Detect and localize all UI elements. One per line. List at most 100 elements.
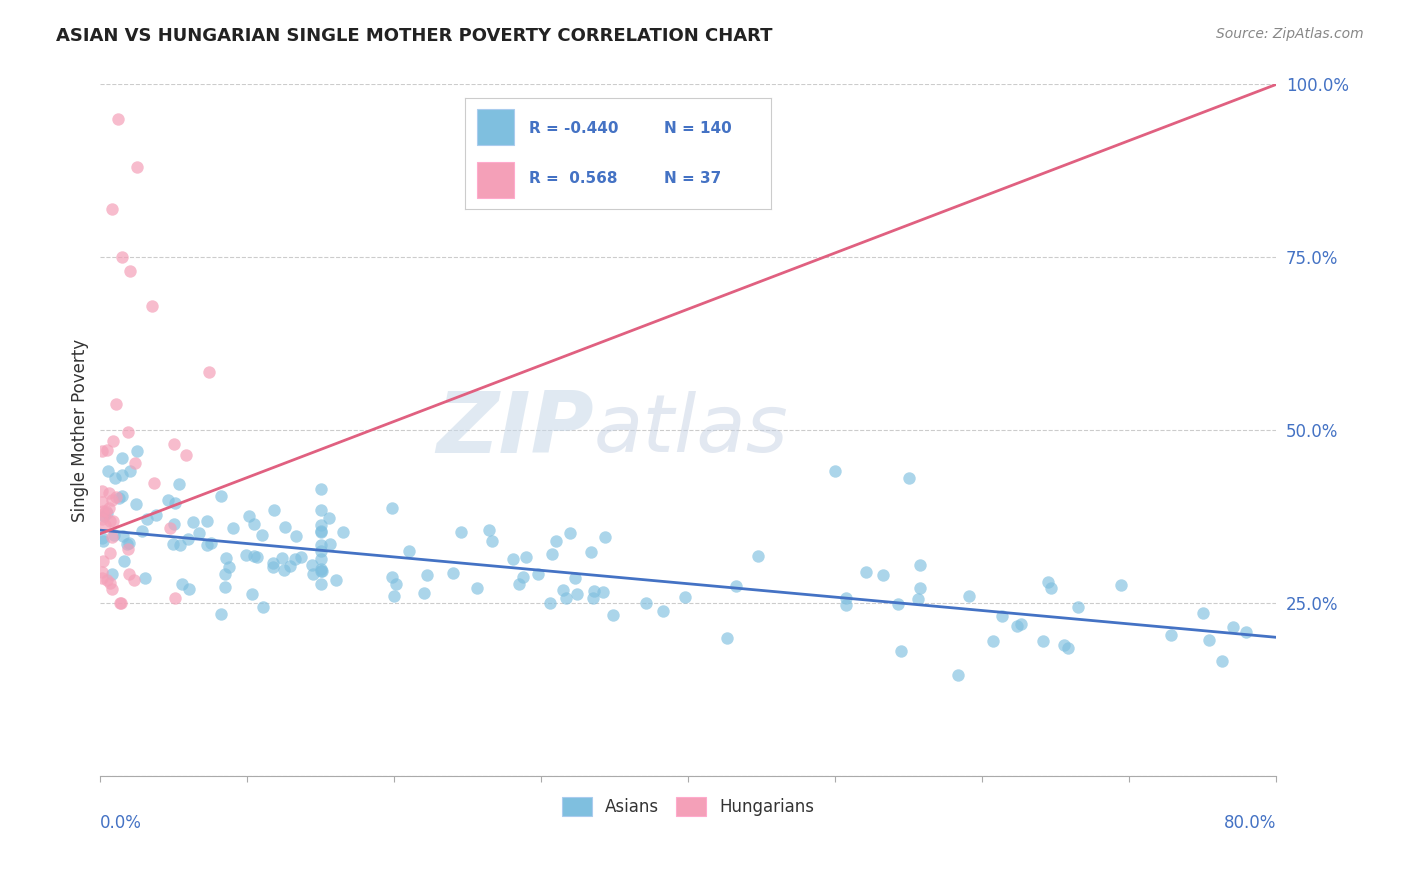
Point xyxy=(90,495,112,509)
Point xyxy=(90,571,112,585)
Point xyxy=(309,564,332,578)
Point xyxy=(104,397,127,411)
Point xyxy=(309,503,332,517)
Point xyxy=(991,609,1014,624)
Point xyxy=(97,465,120,479)
Point xyxy=(108,596,131,610)
Point xyxy=(907,591,929,606)
Point xyxy=(96,573,118,587)
Point xyxy=(1191,607,1213,621)
Point xyxy=(897,471,920,485)
Point xyxy=(118,567,141,582)
Point xyxy=(478,524,501,538)
Point xyxy=(512,570,534,584)
Point xyxy=(309,562,332,576)
Point xyxy=(118,536,141,550)
Point xyxy=(311,564,333,578)
Point xyxy=(111,250,134,264)
Point xyxy=(198,365,221,379)
Point xyxy=(238,509,260,524)
Point xyxy=(381,570,404,584)
Point xyxy=(413,586,436,600)
Point xyxy=(554,591,576,606)
Point xyxy=(278,558,301,573)
Point xyxy=(716,631,738,645)
Point xyxy=(200,536,222,550)
Point xyxy=(117,537,139,551)
Point xyxy=(273,563,295,577)
Point xyxy=(262,560,284,574)
Point xyxy=(118,264,141,278)
Y-axis label: Single Mother Poverty: Single Mother Poverty xyxy=(72,338,89,522)
Point xyxy=(284,529,307,543)
Point xyxy=(91,534,114,549)
Point xyxy=(124,456,146,470)
Point xyxy=(301,558,323,573)
Point xyxy=(101,567,124,582)
Point xyxy=(546,534,568,549)
Point xyxy=(558,525,581,540)
Point xyxy=(214,566,236,581)
Point xyxy=(910,558,932,573)
Point xyxy=(91,554,114,568)
Point xyxy=(538,596,561,610)
Point xyxy=(309,577,332,591)
Point xyxy=(579,544,602,558)
Point xyxy=(91,565,114,579)
Point xyxy=(122,574,145,588)
Point xyxy=(583,584,606,599)
Point xyxy=(636,596,658,610)
Point xyxy=(302,566,325,581)
Point xyxy=(169,538,191,552)
Point xyxy=(112,528,135,542)
Point xyxy=(1010,616,1032,631)
Point xyxy=(381,501,404,516)
Point xyxy=(90,531,112,545)
Point xyxy=(564,571,586,585)
Point xyxy=(1160,628,1182,642)
Point xyxy=(103,528,125,542)
Text: 80.0%: 80.0% xyxy=(1223,814,1277,832)
Point xyxy=(96,442,118,457)
Point xyxy=(188,526,211,541)
Point xyxy=(887,597,910,611)
Point xyxy=(159,521,181,535)
Legend: Asians, Hungarians: Asians, Hungarians xyxy=(555,790,821,822)
Point xyxy=(318,510,340,524)
Point xyxy=(465,581,488,595)
Point xyxy=(165,591,187,606)
Point xyxy=(957,590,980,604)
Point xyxy=(101,530,124,544)
Point xyxy=(98,546,121,560)
Point xyxy=(651,604,673,618)
Point xyxy=(835,598,858,612)
Point xyxy=(101,492,124,507)
Point xyxy=(117,542,139,557)
Point xyxy=(262,557,284,571)
Point xyxy=(824,465,846,479)
Point xyxy=(98,514,121,528)
Text: ZIP: ZIP xyxy=(436,389,595,472)
Point xyxy=(309,517,332,532)
Point xyxy=(179,582,201,597)
Point xyxy=(910,581,932,595)
Point xyxy=(91,512,114,526)
Point xyxy=(593,530,616,544)
Point xyxy=(382,589,405,603)
Point xyxy=(325,573,347,587)
Point xyxy=(181,515,204,529)
Point xyxy=(104,471,127,485)
Point xyxy=(169,477,191,491)
Point xyxy=(94,518,117,533)
Point xyxy=(145,508,167,522)
Point xyxy=(108,491,131,505)
Point xyxy=(91,504,114,518)
Point xyxy=(195,514,218,528)
Point xyxy=(163,437,186,451)
Point xyxy=(215,551,238,566)
Point xyxy=(1236,625,1258,640)
Point xyxy=(263,503,285,517)
Point xyxy=(98,575,121,590)
Point xyxy=(157,493,180,508)
Point xyxy=(176,448,198,462)
